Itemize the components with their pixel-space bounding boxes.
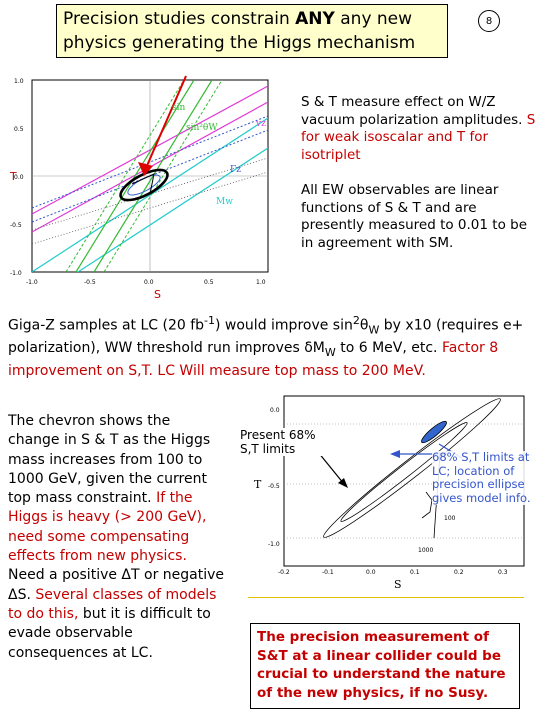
present-limits-label: Present 68% S,T limits — [240, 428, 328, 456]
x-tick: -0.2 — [278, 569, 290, 576]
dotted-band-1 — [32, 171, 268, 245]
vz-label: vz — [255, 119, 266, 129]
chevron-paragraph: The chevron shows the change in S & T as… — [8, 413, 225, 661]
sin-label: sin — [172, 103, 185, 113]
mass-label-100: 100 — [444, 515, 456, 522]
present-arrow-head — [338, 478, 348, 488]
higgs-chevron — [131, 173, 155, 195]
x-tick: -0.5 — [84, 279, 96, 286]
magenta-band-2 — [32, 85, 268, 215]
mass-label-1000: 1000 — [418, 547, 433, 554]
y-tick: -1.0 — [10, 270, 22, 277]
st-explanation: S & T measure effect on W/Z vacuum polar… — [301, 94, 536, 163]
title-line-1: Precision studies constrain ANY any new — [63, 9, 413, 29]
sin2w-label: sin²θW — [186, 123, 218, 133]
page-number: 8 — [478, 10, 500, 32]
y-tick: -0.5 — [10, 222, 22, 229]
fig1-x-label: S — [154, 288, 161, 301]
st-isoscalar-note: S for weak isoscalar and T for isotriple… — [301, 111, 536, 163]
x-tick: 0.0 — [366, 569, 376, 576]
fig2-x-label: S — [394, 578, 402, 590]
gigaz-paragraph: Giga-Z samples at LC (20 fb-1) would imp… — [8, 314, 524, 380]
green-band-2 — [93, 80, 213, 272]
x-tick: -0.1 — [322, 569, 334, 576]
gz-label: Γz — [230, 165, 241, 175]
y-tick: 0.0 — [270, 407, 280, 414]
ew-observables-text: All EW observables are linear functions … — [301, 182, 527, 251]
y-tick: 1.0 — [14, 78, 24, 85]
green-band-4 — [65, 80, 185, 272]
x-tick: 0.2 — [454, 569, 464, 576]
x-tick: -1.0 — [26, 279, 38, 286]
fig1-y-label: T — [9, 170, 17, 183]
y-tick: -1.0 — [268, 541, 280, 548]
lc-limits-label: 68% S,T limits at LC; location of precis… — [432, 450, 532, 505]
x-tick: 0.0 — [144, 279, 154, 286]
mw-band-lower — [76, 147, 268, 272]
conclusion-box: The precision measurement of S&T at a li… — [250, 623, 520, 709]
fig2-y-label: T — [254, 478, 262, 491]
red-arrow-head — [138, 162, 153, 176]
x-tick: 0.1 — [410, 569, 420, 576]
divider-rule — [248, 597, 524, 598]
mw-label: Mw — [216, 197, 233, 207]
y-tick: 0.5 — [14, 126, 24, 133]
lc-ellipse — [421, 420, 447, 444]
title-line-2: physics generating the Higgs mechanism — [63, 33, 416, 53]
fit-ellipse-95 — [119, 168, 169, 202]
x-tick: 0.5 — [204, 279, 214, 286]
green-band-1 — [75, 80, 195, 272]
gigaz-red-note: Factor 8 improvement on S,T. LC Will mea… — [8, 340, 499, 380]
x-tick: 0.3 — [498, 569, 508, 576]
present-arrow-shaft — [317, 451, 345, 485]
y-tick: -0.5 — [268, 483, 280, 490]
present-ellipse-inner — [340, 422, 468, 522]
y-tick: 0.0 — [14, 174, 24, 181]
lc-arrow-head — [390, 450, 400, 458]
present-ellipse-outer — [323, 398, 501, 538]
green-band-3 — [103, 80, 223, 272]
mw-band-upper — [32, 117, 268, 272]
higgs-mass-track-2 — [421, 491, 433, 519]
x-tick: 1.0 — [256, 279, 266, 286]
st-constraint-plot: T S 1.0 0.5 0.0 -0.5 -1.0 -1.0 -0.5 0.0 … — [9, 75, 269, 301]
slide-title: Precision studies constrain ANY any new … — [56, 4, 448, 58]
red-arrow-shaft — [145, 75, 187, 169]
